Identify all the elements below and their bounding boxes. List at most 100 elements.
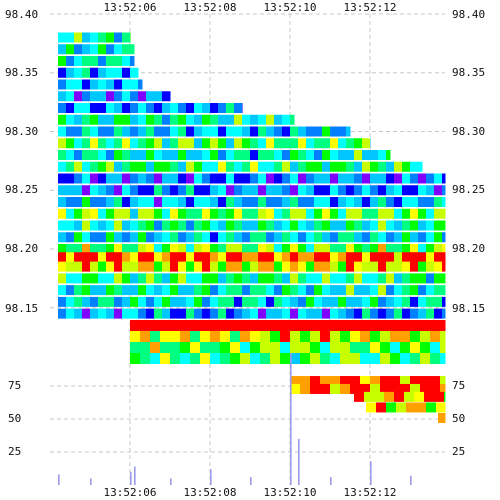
heatmap-cell (202, 220, 211, 231)
heatmap-cell (210, 308, 219, 319)
heatmap-cell (378, 285, 387, 296)
heatmap-cell (218, 261, 227, 272)
heatmap-cell (82, 220, 91, 231)
heatmap-cell (210, 252, 219, 263)
heatmap-cell (354, 138, 363, 149)
heatmap-cell (114, 161, 123, 172)
heatmap-cell (282, 161, 291, 172)
heatmap-cell (146, 308, 155, 319)
heatmap-cell (66, 232, 75, 243)
heatmap-cell (114, 296, 123, 307)
heatmap-cell (402, 197, 411, 207)
heatmap-cell (66, 308, 75, 319)
heatmap-cell (162, 197, 171, 207)
heatmap-cell (362, 220, 371, 231)
heatmap-cell (202, 138, 211, 149)
heatmap-cell (66, 252, 75, 263)
heatmap-cell (114, 197, 123, 207)
volume-heatmap-cell (440, 376, 446, 387)
heatmap-cell (170, 103, 179, 113)
heatmap-cell (106, 173, 115, 184)
heatmap-cell (306, 252, 315, 263)
heatmap-cell (74, 161, 83, 172)
heatmap-cell (82, 138, 91, 149)
volume-tick-right-2: 50 (452, 412, 465, 425)
heatmap-cell (434, 285, 443, 296)
heatmap-cell (130, 273, 139, 284)
ask-heatmap-cell (300, 342, 311, 353)
heatmap-cell (114, 150, 123, 160)
heatmap-cell (306, 308, 315, 319)
heatmap-cell (178, 126, 187, 137)
x-tick-bottom-4: 13:52:12 (344, 486, 397, 499)
volume-heatmap-cell (380, 376, 391, 387)
heatmap-cell (186, 220, 195, 231)
heatmap-cell (98, 244, 107, 254)
heatmap-cell (186, 173, 195, 184)
heatmap-cell (66, 220, 75, 231)
heatmap-cell (370, 138, 371, 149)
heatmap-cell (330, 138, 339, 149)
heatmap-cell (282, 197, 291, 207)
heatmap-cell (90, 103, 99, 113)
heatmap-cell (210, 220, 219, 231)
heatmap-cell (218, 150, 227, 160)
heatmap-cell (354, 244, 363, 254)
heatmap-cell (306, 173, 315, 184)
heatmap-cell (354, 285, 363, 296)
heatmap-cell (98, 150, 107, 160)
heatmap-cell (354, 232, 363, 243)
heatmap-cell (58, 185, 67, 196)
heatmap-cell (106, 67, 115, 78)
heatmap-cell (434, 220, 443, 231)
heatmap-cell (362, 161, 371, 172)
heatmap-cell (130, 261, 139, 272)
heatmap-cell (322, 126, 331, 137)
heatmap-cell (330, 232, 339, 243)
volume-heatmap-cell (420, 376, 431, 387)
heatmap-cell (106, 185, 115, 196)
heatmap-cell (74, 308, 83, 319)
heatmap-cell (114, 208, 123, 219)
heatmap-cell (106, 273, 115, 284)
heatmap-cell (178, 220, 187, 231)
heatmap-cell (250, 150, 259, 160)
ask-heatmap-cell (140, 320, 151, 331)
heatmap-cell (194, 161, 203, 172)
heatmap-cell (170, 232, 179, 243)
heatmap-cell (162, 150, 171, 160)
heatmap-cell (122, 197, 131, 207)
heatmap-cell (434, 185, 443, 196)
ask-heatmap-cell (150, 353, 161, 364)
heatmap-cell (114, 173, 123, 184)
heatmap-cell (162, 173, 171, 184)
heatmap-cell (58, 150, 67, 160)
heatmap-cell (58, 161, 67, 172)
heatmap-cell (82, 208, 91, 219)
heatmap-cell (90, 261, 99, 272)
heatmap-cell (162, 296, 171, 307)
heatmap-cell (82, 44, 91, 55)
heatmap-cell (346, 208, 355, 219)
volume-tick-left-3: 25 (8, 445, 21, 458)
heatmap-cell (250, 197, 259, 207)
heatmap-cell (298, 244, 307, 254)
heatmap-cell (146, 161, 155, 172)
heatmap-cell (378, 173, 387, 184)
heatmap-cell (98, 56, 107, 66)
heatmap-cell (354, 308, 363, 319)
heatmap-cell (138, 91, 147, 102)
ask-heatmap-cell (320, 353, 331, 364)
heatmap-cell (266, 232, 275, 243)
heatmap-cell (394, 197, 403, 207)
heatmap-cell (202, 296, 211, 307)
heatmap-cell (402, 232, 411, 243)
heatmap-cell (194, 285, 203, 296)
heatmap-cell (410, 197, 419, 207)
volume-heatmap-cell (420, 383, 431, 394)
heatmap-cell (234, 185, 243, 196)
price-tick-left-1: 98.40 (5, 8, 38, 21)
heatmap-cell (442, 197, 446, 207)
heatmap-cell (154, 138, 163, 149)
heatmap-cell (290, 138, 299, 149)
